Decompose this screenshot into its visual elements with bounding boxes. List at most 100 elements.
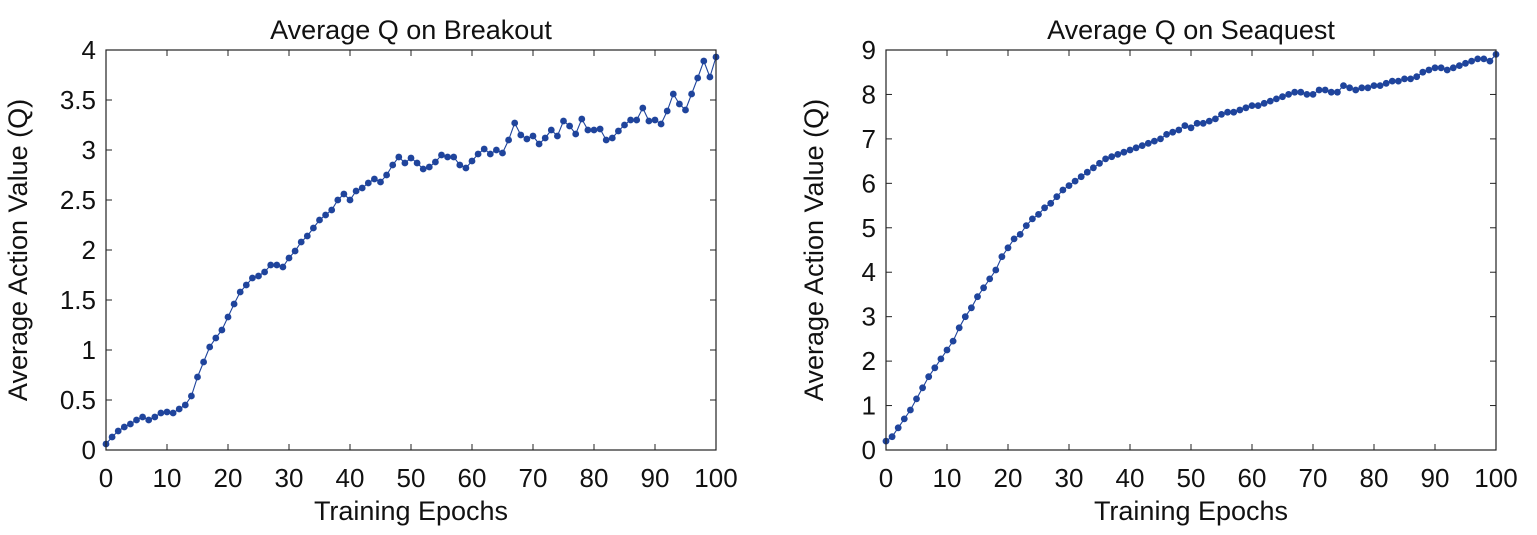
data-point bbox=[961, 313, 969, 321]
data-point bbox=[1419, 68, 1427, 76]
data-point bbox=[541, 134, 549, 142]
x-tick-label: 100 bbox=[1474, 463, 1517, 493]
y-tick-label: 4 bbox=[862, 257, 876, 287]
data-point bbox=[986, 275, 994, 283]
data-point bbox=[627, 116, 634, 124]
data-point bbox=[249, 274, 256, 282]
tick-layer: 0 10 20 30 40 50 60 70 80 90 100 0 1 2 3 4 5 6 7 8 9 bbox=[862, 35, 1518, 493]
tick-layer: 0 10 20 30 40 50 60 70 80 90 100 0 0.5 1 1.5 2 2.5 3 3.5 4 bbox=[60, 35, 738, 493]
data-point bbox=[1346, 84, 1353, 92]
y-tick-label: 0.5 bbox=[60, 385, 96, 415]
data-point bbox=[1486, 57, 1494, 65]
data-point bbox=[639, 104, 647, 112]
data-point bbox=[1358, 84, 1366, 92]
data-point bbox=[615, 127, 622, 135]
data-point bbox=[1059, 186, 1067, 194]
data-point bbox=[584, 126, 592, 134]
data-point bbox=[1248, 102, 1256, 109]
x-axis-label: Training Epochs bbox=[314, 496, 508, 526]
data-point bbox=[1144, 139, 1152, 147]
y-tick-label: 8 bbox=[862, 79, 876, 109]
data-point bbox=[694, 74, 702, 82]
data-point bbox=[194, 373, 201, 381]
chart-title: Average Q on Breakout bbox=[270, 15, 552, 45]
x-tick-label: 0 bbox=[99, 463, 113, 493]
data-point bbox=[1327, 88, 1335, 96]
y-tick-label: 5 bbox=[862, 213, 876, 243]
data-point bbox=[1340, 82, 1347, 89]
data-point bbox=[943, 346, 951, 354]
x-tick-label: 80 bbox=[1360, 463, 1389, 493]
data-point bbox=[358, 184, 366, 192]
data-point bbox=[371, 175, 378, 183]
x-tick-label: 100 bbox=[694, 463, 737, 493]
data-point bbox=[413, 159, 421, 167]
data-point bbox=[1395, 77, 1402, 85]
y-tick-label: 2 bbox=[862, 346, 876, 376]
data-point bbox=[1443, 66, 1451, 74]
data-point bbox=[663, 107, 671, 115]
data-point bbox=[151, 413, 159, 421]
x-tick-label: 70 bbox=[519, 463, 548, 493]
data-point bbox=[919, 384, 926, 392]
x-tick-label: 10 bbox=[153, 463, 182, 493]
x-tick-label: 90 bbox=[1421, 463, 1450, 493]
data-point bbox=[651, 116, 659, 124]
x-tick-label: 20 bbox=[994, 463, 1023, 493]
x-tick-label: 50 bbox=[397, 463, 426, 493]
data-point bbox=[1388, 77, 1396, 85]
data-point bbox=[1431, 64, 1439, 72]
x-tick-label: 90 bbox=[641, 463, 670, 493]
data-point bbox=[547, 126, 555, 134]
data-point bbox=[1297, 88, 1305, 96]
data-point bbox=[669, 90, 677, 98]
x-axis-label: Training Epochs bbox=[1094, 496, 1288, 526]
data-point bbox=[688, 90, 695, 98]
data-point bbox=[364, 179, 372, 187]
data-point bbox=[1425, 66, 1433, 74]
data-point bbox=[377, 178, 384, 186]
data-point bbox=[303, 232, 311, 240]
data-point bbox=[1273, 95, 1280, 103]
data-point bbox=[1102, 155, 1109, 163]
data-point bbox=[1462, 59, 1469, 67]
y-tick-label: 3 bbox=[82, 135, 96, 165]
data-point bbox=[1407, 75, 1414, 83]
data-point bbox=[1266, 97, 1274, 105]
data-point bbox=[126, 420, 134, 428]
y-tick-label: 2 bbox=[82, 235, 96, 265]
y-tick-label: 6 bbox=[862, 168, 876, 198]
data-point bbox=[523, 135, 531, 143]
data-point bbox=[340, 190, 348, 198]
data-point bbox=[133, 416, 140, 424]
y-axis-label: Average Action Value (Q) bbox=[799, 99, 829, 401]
data-point bbox=[535, 140, 543, 148]
data-point bbox=[682, 106, 689, 114]
data-point bbox=[1321, 86, 1329, 94]
data-point bbox=[285, 254, 293, 262]
data-point bbox=[480, 145, 488, 153]
data-point bbox=[1053, 193, 1061, 201]
data-point bbox=[572, 130, 580, 138]
y-tick-label: 3 bbox=[862, 302, 876, 332]
data-point bbox=[1401, 75, 1408, 83]
x-tick-label: 40 bbox=[1116, 463, 1145, 493]
y-tick-label: 2.5 bbox=[60, 185, 96, 215]
series-layer bbox=[882, 51, 1500, 445]
data-point bbox=[1090, 164, 1097, 172]
data-point bbox=[1279, 93, 1286, 101]
data-point bbox=[175, 405, 183, 413]
data-point bbox=[1077, 173, 1085, 181]
data-point bbox=[1456, 62, 1463, 69]
data-point bbox=[1041, 204, 1048, 212]
data-point bbox=[456, 161, 464, 169]
data-point bbox=[1205, 117, 1213, 125]
data-point bbox=[1370, 82, 1378, 89]
data-point bbox=[955, 324, 963, 332]
data-point bbox=[1212, 115, 1219, 123]
data-point bbox=[1242, 104, 1250, 112]
data-point bbox=[261, 268, 268, 276]
x-tick-label: 10 bbox=[933, 463, 962, 493]
data-point bbox=[1364, 84, 1372, 92]
data-point bbox=[1132, 144, 1140, 152]
